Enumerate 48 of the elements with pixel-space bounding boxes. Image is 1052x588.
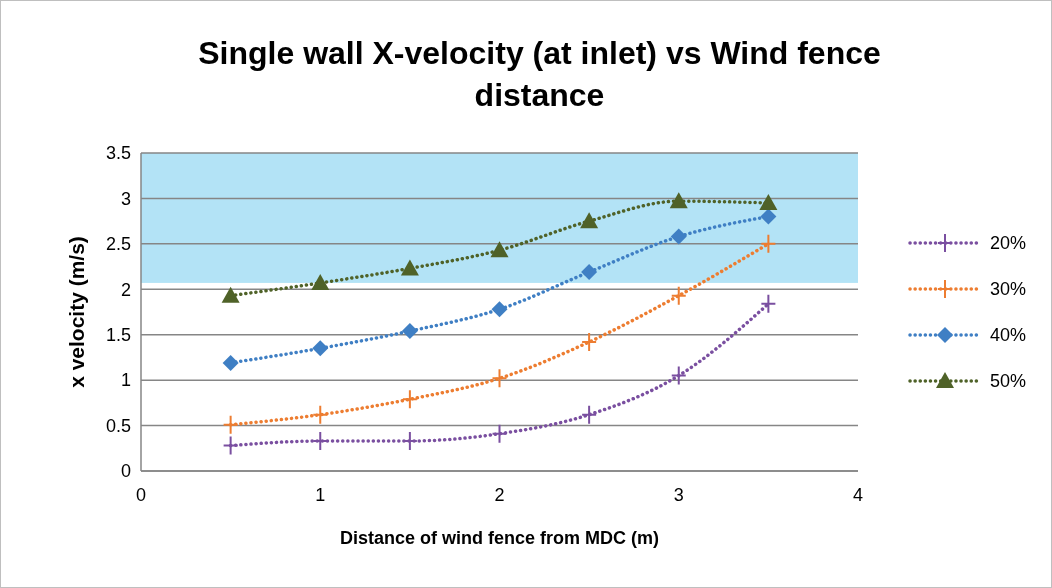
- point: [311, 273, 330, 290]
- point: [401, 431, 418, 452]
- y-tick-label: 3.5: [105, 143, 131, 164]
- point: [222, 354, 239, 371]
- legend-label: 20%: [990, 233, 1027, 254]
- x-tick-label: 2: [494, 485, 505, 505]
- legend-label: 40%: [990, 325, 1027, 346]
- point: [581, 404, 598, 425]
- point: [401, 389, 418, 410]
- x-tick-label: 4: [852, 485, 864, 505]
- y-axis-title: x velocity (m/s): [65, 236, 88, 388]
- y-tick-label: 0.5: [105, 415, 131, 436]
- point: [491, 423, 508, 444]
- point: [312, 431, 329, 452]
- point: [401, 323, 418, 340]
- point: [221, 286, 240, 303]
- point: [759, 193, 778, 210]
- y-tick-label: 2.5: [105, 234, 131, 255]
- chart-title: Single wall X-velocity (at inlet) vs Wind fence distance: [198, 35, 881, 113]
- point: [581, 331, 598, 352]
- point: [760, 293, 777, 314]
- point: [312, 340, 329, 357]
- x-tick-label: 3: [673, 485, 684, 505]
- x-axis-title: Distance of wind fence from MDC (m): [339, 528, 660, 548]
- point: [670, 228, 687, 245]
- point: [222, 435, 239, 456]
- point: [491, 301, 508, 318]
- point: [581, 264, 598, 281]
- legend-label: 50%: [990, 371, 1027, 392]
- point: [669, 192, 688, 209]
- y-tick-label: 1: [120, 370, 131, 391]
- x-tick-label: 1: [315, 485, 326, 505]
- legend-label: 30%: [990, 279, 1027, 300]
- point: [400, 259, 419, 276]
- point: [491, 368, 508, 389]
- point: [490, 241, 509, 258]
- point: [222, 414, 239, 435]
- x-tick-label: 0: [135, 485, 147, 505]
- point: [760, 233, 777, 254]
- y-tick-label: 3: [120, 188, 131, 209]
- point: [670, 365, 687, 386]
- y-tick-label: 1.5: [105, 325, 131, 346]
- point: [312, 404, 329, 425]
- point: [580, 212, 599, 229]
- y-tick-label: 2: [120, 279, 131, 300]
- y-tick-label: 0: [120, 461, 131, 482]
- point: [670, 285, 687, 306]
- point: [760, 208, 777, 225]
